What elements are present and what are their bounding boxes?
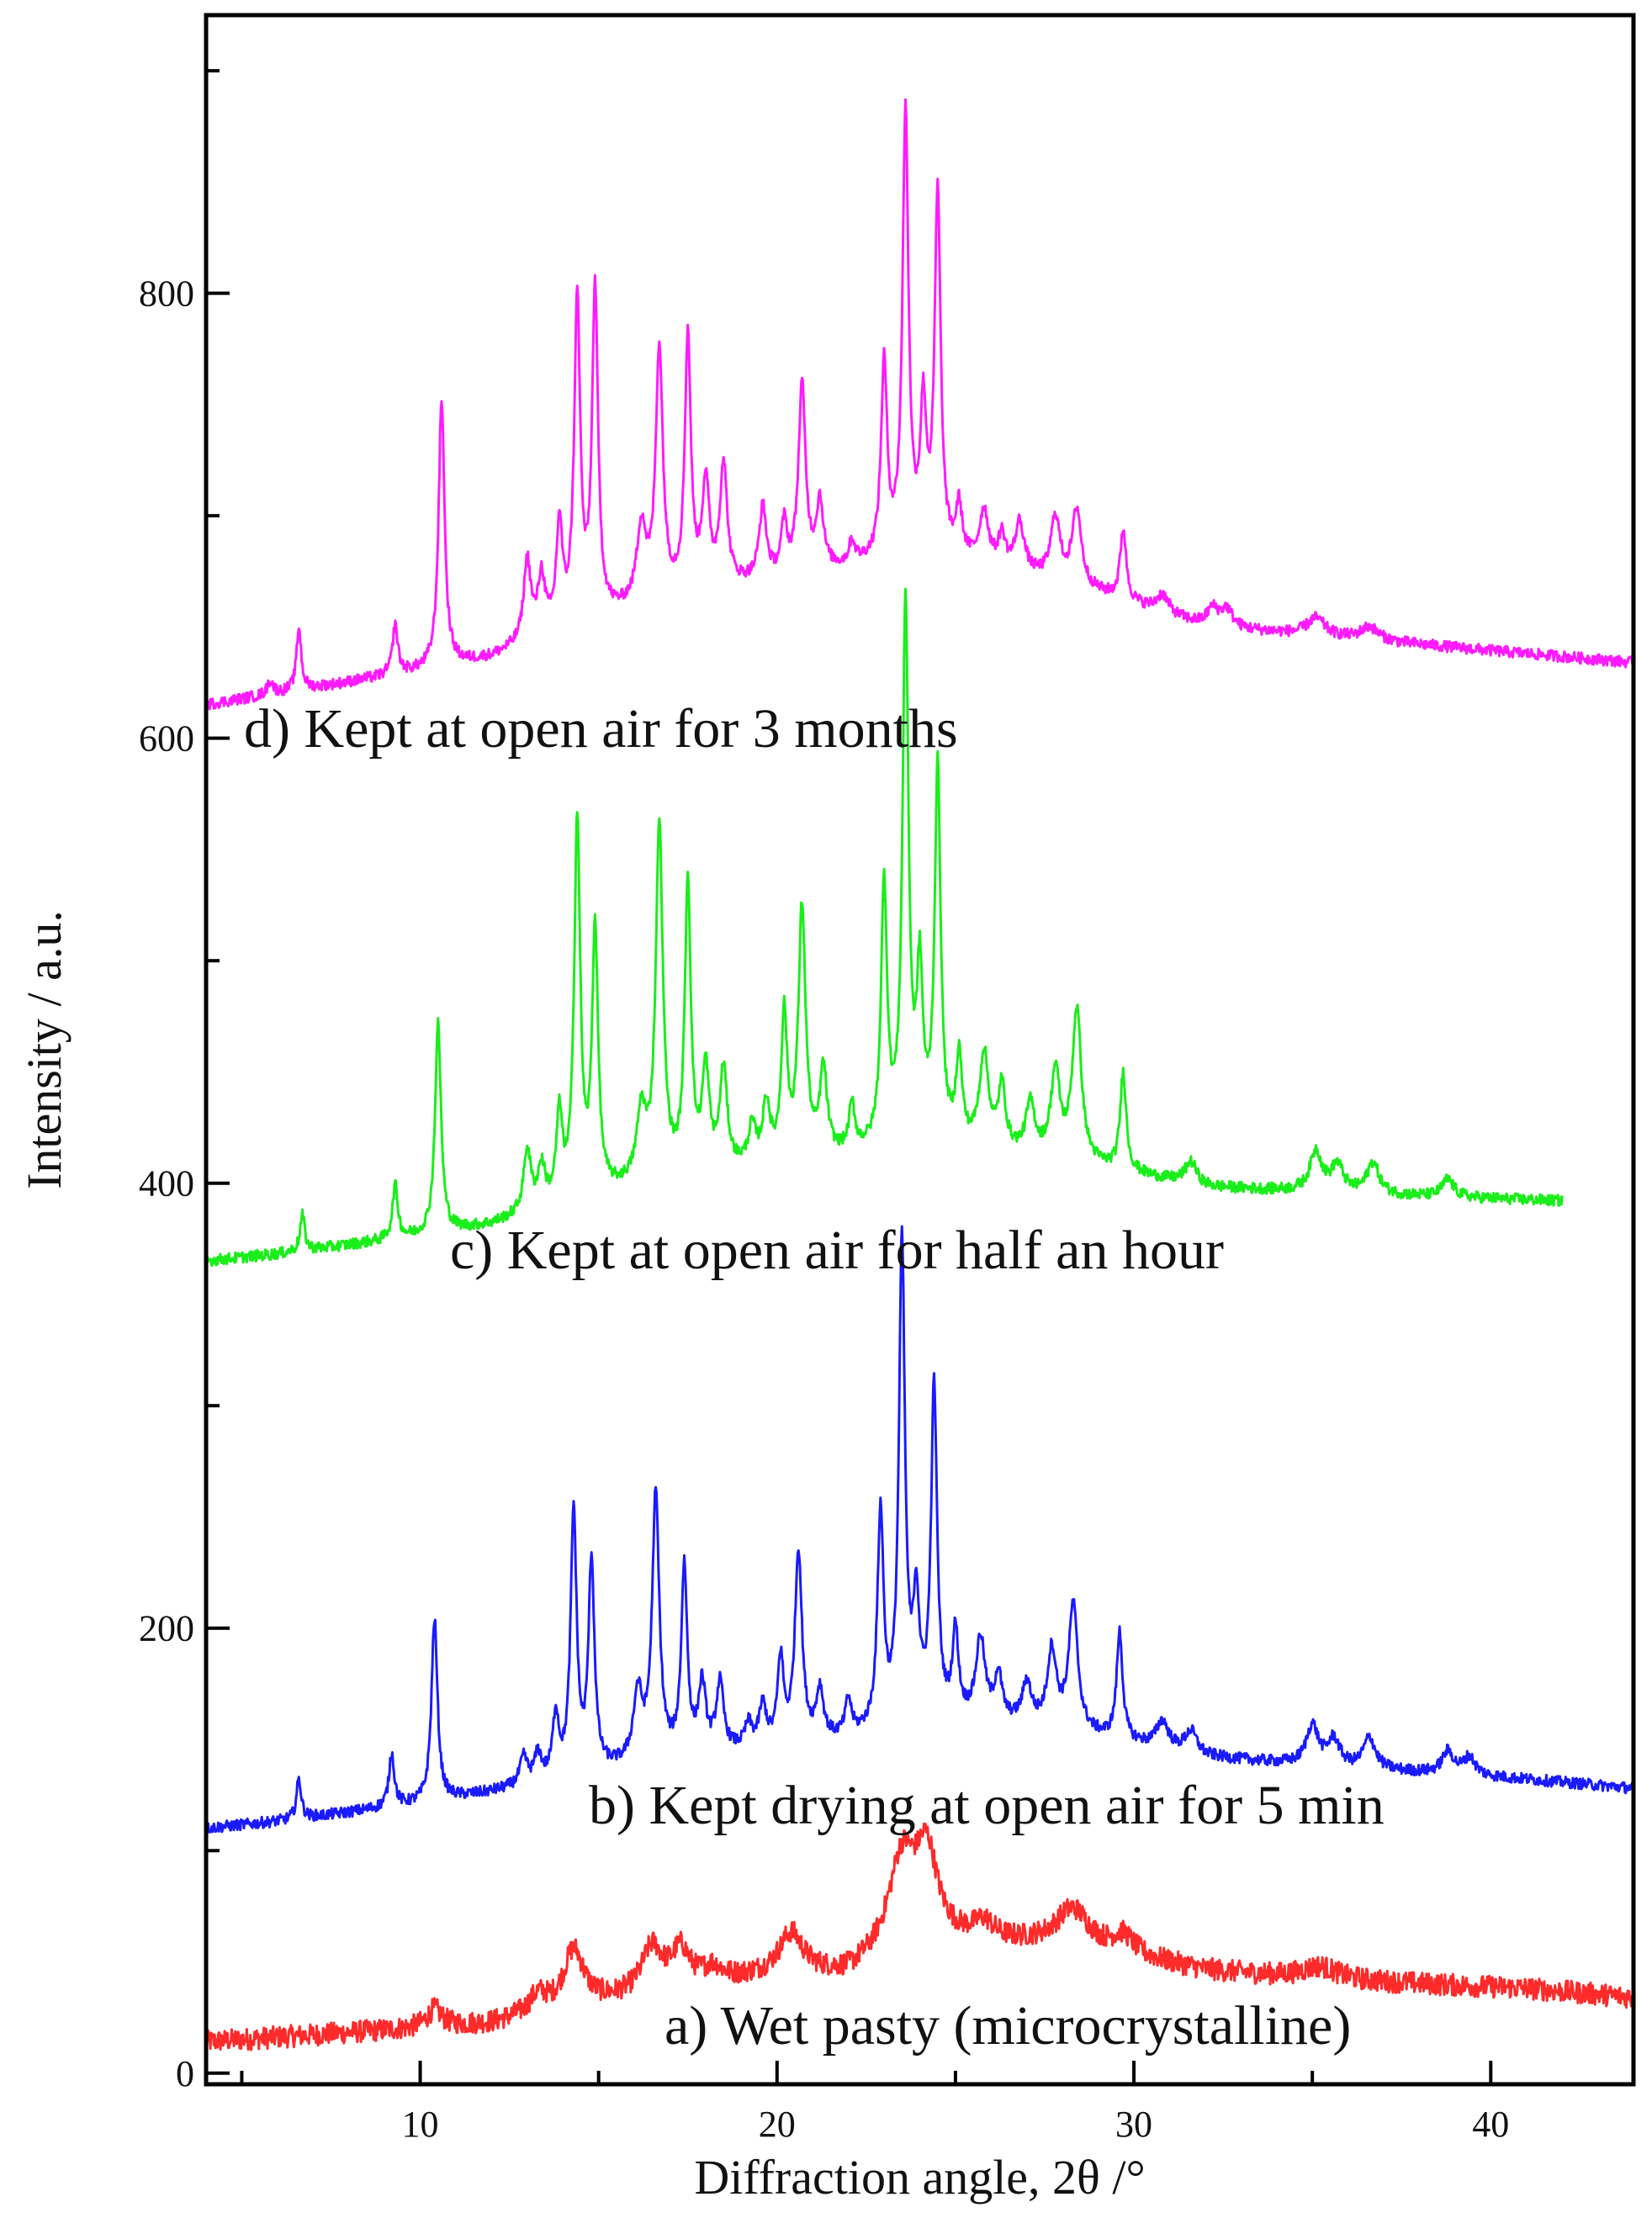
y-tick-label: 600	[139, 718, 194, 760]
y-tick-label: 800	[139, 273, 194, 315]
series-annotations: a) Wet pasty (microcrystalline) b) Kept d…	[244, 698, 1385, 2057]
series-line-d	[204, 98, 1634, 711]
x-tick-label: 10	[402, 2104, 439, 2145]
y-tick-label: 400	[139, 1163, 194, 1204]
annotation-series-c: c) Kept at open air for half an hour	[450, 1220, 1224, 1281]
series-line-a	[204, 1822, 1635, 2051]
x-axis-title: Diffraction angle, 2θ /°	[694, 2150, 1145, 2205]
annotation-series-b: b) Kept drying at open air for 5 min	[589, 1775, 1385, 1836]
plot-area	[204, 98, 1635, 2051]
plot-frame	[204, 13, 1636, 2087]
series-line-c	[204, 587, 1564, 1268]
annotation-series-d: d) Kept at open air for 3 months	[244, 698, 958, 760]
series-line-b	[205, 1225, 1635, 1834]
y-tick-label: 0	[176, 2053, 194, 2094]
y-axis-title: Intensity / a.u.	[17, 910, 71, 1189]
y-tick-label: 200	[139, 1608, 194, 1649]
tick-marks	[206, 69, 1493, 2084]
annotation-series-a: a) Wet pasty (microcrystalline)	[665, 1995, 1351, 2057]
x-tick-label: 20	[759, 2104, 796, 2145]
x-tick-label: 40	[1472, 2104, 1509, 2145]
x-tick-label: 30	[1115, 2104, 1152, 2145]
axes-frame	[204, 13, 1636, 2087]
